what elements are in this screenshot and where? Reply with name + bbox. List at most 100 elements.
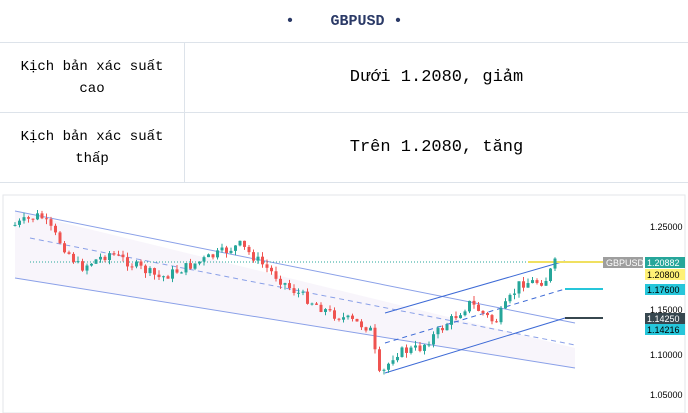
candle: [495, 321, 498, 323]
candle: [346, 315, 350, 318]
candle: [310, 303, 314, 305]
candle: [427, 344, 431, 346]
candle: [283, 283, 287, 285]
candle: [76, 261, 80, 263]
axis-label: 1.05000: [650, 390, 683, 400]
axis-label: 1.15000: [650, 305, 683, 315]
candle: [27, 217, 30, 219]
candle: [211, 254, 215, 258]
candle: [144, 265, 147, 274]
header-title: GBPUSD: [330, 12, 385, 30]
candle: [459, 315, 462, 319]
candle: [13, 224, 17, 226]
candle: [90, 263, 93, 266]
candle: [342, 317, 345, 320]
candle: [288, 283, 291, 289]
candle: [58, 232, 62, 244]
candle: [409, 347, 413, 353]
up-channel: [384, 317, 566, 374]
candle: [522, 281, 525, 288]
candle: [432, 334, 435, 345]
candle: [40, 213, 44, 219]
candle: [189, 263, 192, 269]
candle: [117, 254, 120, 256]
header: • GBPUSD •: [0, 0, 688, 43]
up-channel-mid: [384, 288, 566, 344]
candle: [328, 309, 332, 311]
candle: [85, 265, 89, 271]
candles: [13, 209, 557, 375]
candle: [72, 253, 75, 263]
candle: [180, 272, 183, 274]
candle: [171, 269, 174, 279]
table-row: Kịch bản xác suất cao Dưới 1.2080, giảm: [0, 43, 688, 113]
table-row: Kịch bản xác suất thấp Trên 1.2080, tăng: [0, 113, 688, 183]
candle: [153, 268, 156, 275]
candle: [220, 247, 224, 251]
tag: [645, 324, 685, 335]
candle: [549, 268, 552, 282]
candle: [391, 360, 395, 364]
candle: [378, 349, 381, 371]
channel-mid: [29, 237, 576, 346]
candle: [517, 281, 521, 294]
candle: [184, 263, 188, 273]
candle: [112, 253, 116, 255]
candle: [81, 261, 84, 271]
candle: [130, 266, 134, 268]
candle: [360, 321, 363, 328]
candle: [292, 288, 296, 294]
candle: [94, 259, 98, 264]
candle: [472, 300, 476, 305]
candle: [454, 316, 458, 319]
tag: [603, 257, 643, 268]
candle: [193, 263, 197, 269]
candle: [67, 252, 71, 254]
candle: [301, 291, 305, 293]
candle: [121, 254, 125, 258]
candle: [535, 280, 539, 283]
candle: [540, 282, 543, 286]
candle: [265, 264, 269, 268]
candle: [531, 280, 534, 284]
candle: [252, 252, 255, 261]
candle: [508, 294, 512, 302]
candle: [396, 356, 399, 361]
axis-label: 1.25000: [650, 222, 683, 232]
candle: [225, 247, 228, 253]
candle: [234, 245, 237, 251]
axis-label: 1.10000: [650, 350, 683, 360]
candle: [148, 268, 152, 274]
candle: [405, 347, 408, 353]
candle: [513, 293, 516, 295]
candle: [414, 345, 417, 348]
candle: [355, 318, 359, 322]
candle: [319, 304, 323, 312]
candle: [324, 309, 327, 312]
candle: [337, 318, 341, 320]
candle: [216, 250, 219, 258]
candle: [166, 276, 170, 279]
candle: [103, 256, 107, 261]
candle: [135, 261, 138, 267]
candle: [553, 258, 557, 269]
cell: Kịch bản xác suất cao: [0, 43, 185, 112]
candle: [274, 271, 278, 279]
candle: [229, 250, 233, 253]
candle: [162, 276, 165, 278]
candle: [504, 301, 507, 309]
candle: [207, 254, 210, 258]
candle: [441, 328, 444, 331]
candle: [306, 291, 309, 304]
candle: [468, 300, 471, 312]
candle: [54, 225, 57, 233]
candle: [243, 240, 246, 247]
tag: [645, 313, 685, 324]
candle: [382, 369, 386, 371]
tag-text: 1.17600: [647, 285, 680, 295]
candle: [63, 243, 66, 253]
candle: [481, 310, 485, 314]
candle: [490, 315, 494, 322]
candle: [36, 213, 39, 220]
